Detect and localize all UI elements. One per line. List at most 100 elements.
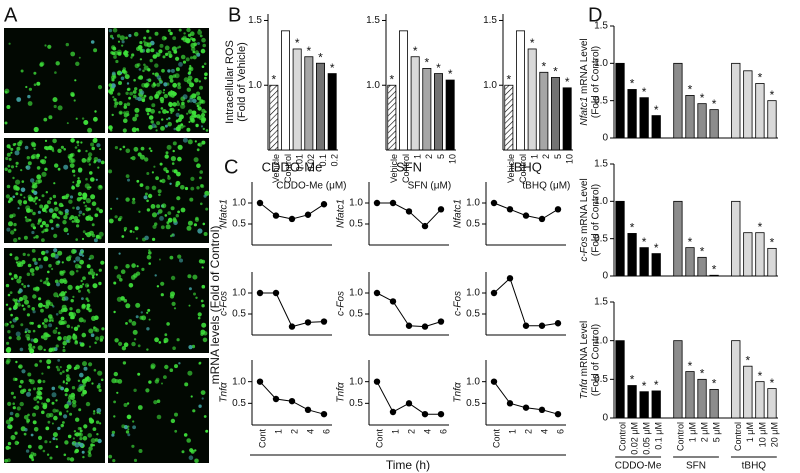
axis-label: (Fold of Control) (591, 324, 602, 396)
cell (9, 197, 13, 201)
cell (173, 127, 177, 131)
cell (8, 307, 12, 311)
cell (169, 255, 174, 260)
cell (175, 214, 179, 218)
cell (88, 328, 94, 334)
cell (45, 277, 49, 281)
cell (178, 28, 182, 32)
axis-label-text: mRNA Level (579, 178, 590, 236)
cell (164, 36, 167, 40)
cell (188, 109, 193, 114)
cell (55, 409, 59, 413)
cell (155, 129, 158, 132)
cell (69, 195, 74, 199)
y-tick-label: 1.5 (594, 21, 608, 32)
cell (49, 197, 53, 201)
cell (75, 61, 80, 66)
significance-mark: * (758, 71, 763, 85)
cell (95, 336, 100, 341)
cell (146, 199, 149, 203)
cell (158, 193, 161, 197)
cell (42, 449, 46, 453)
cell (204, 76, 207, 80)
cell (164, 214, 168, 217)
cell (57, 148, 62, 153)
cell (197, 42, 200, 45)
cell (28, 343, 33, 348)
cell (38, 198, 41, 202)
cell (202, 43, 206, 48)
significance-mark: * (712, 377, 717, 391)
cell (71, 249, 77, 254)
cell (90, 443, 94, 447)
cell (85, 401, 91, 407)
cell (153, 165, 156, 168)
cell (87, 433, 92, 438)
cell (93, 159, 97, 163)
cell (90, 40, 95, 44)
cell (137, 45, 143, 50)
cell (137, 372, 141, 376)
point (421, 222, 429, 230)
cell (134, 113, 139, 118)
cell (13, 396, 16, 399)
cell (16, 146, 21, 151)
chart-title: CDDO-Me (262, 159, 323, 174)
x-tick-label: 2 (406, 429, 416, 434)
cell (45, 223, 49, 228)
cell (24, 299, 29, 305)
cell (57, 105, 63, 111)
bar (731, 340, 741, 419)
cell (5, 156, 9, 161)
cell (18, 385, 22, 388)
cell (14, 440, 19, 446)
cell (87, 127, 93, 133)
cell (35, 266, 40, 271)
bar (387, 84, 397, 151)
cell (36, 81, 41, 86)
cell (62, 348, 66, 353)
axis-label: CDDO-Me (μM) (276, 181, 346, 192)
bar (615, 200, 625, 277)
cell (190, 395, 193, 398)
cell (132, 90, 137, 94)
cell (61, 261, 64, 264)
x-tick-label: Control (733, 422, 743, 451)
cell (139, 183, 144, 188)
bar (304, 56, 314, 151)
cell (160, 125, 165, 131)
cell (7, 401, 12, 406)
cell (17, 237, 21, 240)
x-tick-label: 1 (530, 154, 540, 159)
cell (51, 422, 54, 425)
x-tick-label: 0.05 μM (642, 422, 652, 455)
cell (176, 338, 180, 342)
cell (165, 151, 169, 155)
cell (146, 78, 149, 82)
cell (6, 346, 12, 352)
cell (116, 391, 119, 394)
cell (98, 231, 104, 237)
cell (195, 91, 201, 96)
cell (180, 207, 186, 213)
cell (69, 412, 73, 416)
cell (74, 340, 79, 345)
cell (172, 217, 177, 221)
cell (13, 273, 18, 278)
cell (65, 377, 71, 382)
cell (26, 313, 30, 317)
cell (22, 307, 26, 311)
cell (41, 372, 44, 375)
cell (8, 157, 12, 161)
y-tick-label: 1.0 (366, 80, 380, 91)
cell (43, 228, 47, 233)
cell (49, 440, 52, 444)
point (437, 410, 445, 418)
point (373, 378, 381, 385)
cell (30, 338, 34, 342)
x-tick-label: Control (401, 154, 411, 183)
significance-mark: * (448, 67, 453, 81)
cell (168, 117, 171, 120)
cell (138, 75, 144, 80)
cell (202, 337, 208, 343)
